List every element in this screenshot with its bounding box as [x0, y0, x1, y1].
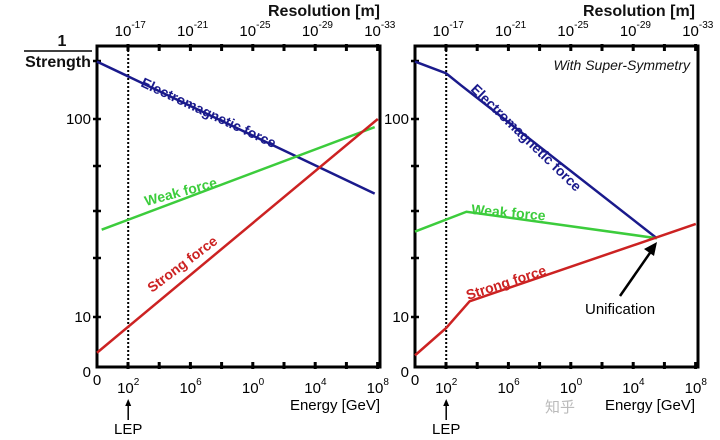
series-label: Weak force — [143, 174, 219, 209]
x-tick-label: 106 — [179, 377, 202, 397]
lep-arrowhead-icon — [443, 399, 450, 406]
x-tick-label: 0 — [411, 372, 419, 389]
panel-title: With Super-Symmetry — [553, 57, 691, 73]
x-axis-title: Energy [GeV] — [605, 397, 695, 414]
x2-axis-title: Resolution [m] — [583, 3, 695, 20]
series-line-weak-force — [414, 210, 657, 240]
x2-tick-label: 10-21 — [495, 20, 527, 40]
x2-tick-label: 10-33 — [364, 20, 396, 40]
series-label: Strong force — [144, 232, 220, 295]
x-tick-label: 0 — [93, 372, 101, 389]
x-tick-label: 108 — [685, 377, 708, 397]
y-tick-label: 100 — [66, 111, 91, 128]
unification-label: Unification — [585, 301, 655, 318]
panel-super-symmetry: Resolution [m]Energy [GeV]100100LEPElect… — [384, 3, 700, 438]
x-axis-title: Energy [GeV] — [290, 397, 380, 414]
series-label: Electromagnetic force — [139, 74, 279, 151]
y-tick-label: 10 — [74, 309, 91, 326]
series-line-strong-force — [96, 118, 379, 354]
panel-standard-model: Resolution [m]Energy [GeV]100100LEPElect… — [66, 3, 382, 438]
lep-label: LEP — [114, 421, 142, 438]
x-tick-label: 108 — [367, 377, 390, 397]
unification-arrow-icon — [618, 249, 654, 297]
x2-tick-label: 10-29 — [302, 20, 334, 40]
series-line-electromagnetic-force — [96, 60, 376, 195]
y-tick-label: 10 — [392, 309, 409, 326]
x2-tick-label: 10-21 — [177, 20, 209, 40]
series-line-weak-force — [101, 125, 376, 231]
x2-tick-label: 10-29 — [620, 20, 652, 40]
unification-arrowhead-icon — [644, 242, 657, 256]
y-axis-denominator: Strength — [25, 54, 91, 71]
x-tick-label: 102 — [435, 377, 458, 397]
y-tick-label: 0 — [401, 364, 409, 381]
x-tick-label: 106 — [497, 377, 520, 397]
x2-tick-label: 10-17 — [115, 20, 147, 40]
plot-frame — [413, 44, 700, 369]
x-tick-label: 104 — [304, 377, 327, 397]
lep-arrowhead-icon — [125, 399, 132, 406]
watermark-text: 知乎 — [545, 399, 575, 416]
x2-tick-label: 10-25 — [557, 20, 589, 40]
x2-axis-title: Resolution [m] — [268, 3, 380, 20]
series-line-electromagnetic-force — [414, 60, 658, 240]
x-tick-label: 102 — [117, 377, 140, 397]
y-tick-label: 100 — [384, 111, 409, 128]
series-label: Weak force — [471, 201, 547, 223]
lep-label: LEP — [432, 421, 460, 438]
series-line-strong-force — [414, 222, 697, 357]
y-tick-label: 0 — [83, 364, 91, 381]
x-tick-label: 100 — [242, 377, 265, 397]
series-label: Strong force — [464, 262, 548, 303]
series-label: Electromagnetic force — [468, 81, 585, 195]
x-tick-label: 100 — [560, 377, 583, 397]
x2-tick-label: 10-25 — [239, 20, 271, 40]
plot-frame — [95, 44, 382, 369]
x2-tick-label: 10-17 — [433, 20, 465, 40]
x2-tick-label: 10-33 — [682, 20, 714, 40]
y-axis-numerator: 1 — [58, 33, 67, 50]
x-tick-label: 104 — [622, 377, 645, 397]
